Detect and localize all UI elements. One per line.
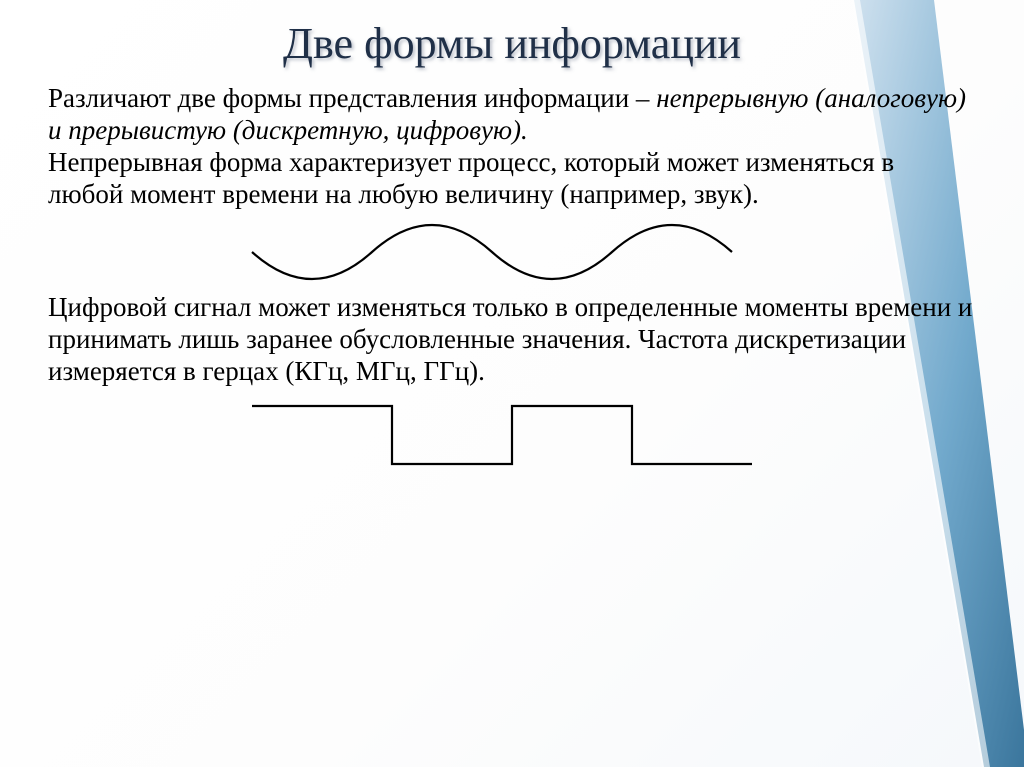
paragraph-forms: Различают две формы представления информ… bbox=[48, 83, 976, 147]
paragraph-digital: Цифровой сигнал может изменяться только … bbox=[48, 292, 976, 388]
slide-title: Две формы информации bbox=[48, 18, 976, 69]
p1-plain: Различают две формы представления информ… bbox=[48, 83, 656, 113]
paragraph-continuous: Непрерывная форма характеризует процесс,… bbox=[48, 147, 976, 211]
slide-content: Две формы информации Различают две формы… bbox=[0, 0, 1024, 500]
square-wave-diagram bbox=[242, 394, 782, 476]
square-path bbox=[252, 406, 752, 464]
sine-path bbox=[252, 225, 732, 279]
sine-wave-diagram bbox=[242, 216, 782, 288]
